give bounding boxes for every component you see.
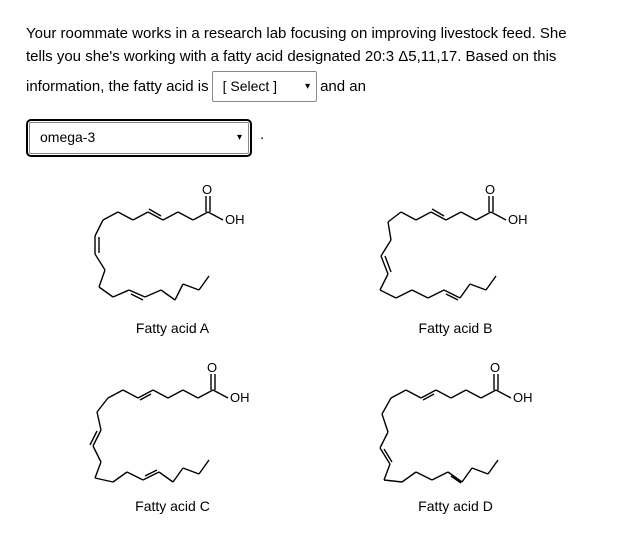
question-line2-prefix: information, the fatty acid is	[26, 75, 209, 98]
figure-d-label: Fatty acid D	[319, 496, 592, 518]
hydroxyl-label: OH	[225, 212, 245, 227]
figure-a: O OH Fatty acid A	[36, 182, 309, 340]
oxygen-label: O	[490, 360, 500, 375]
fatty-acid-a-structure: O OH	[83, 182, 263, 312]
select-2[interactable]: omega-3 ▾	[29, 122, 249, 154]
oxygen-label: O	[485, 182, 495, 197]
question-block: Your roommate works in a research lab fo…	[26, 22, 592, 154]
figure-b-label: Fatty acid B	[319, 318, 592, 340]
chevron-down-icon: ▾	[305, 79, 310, 95]
figure-a-label: Fatty acid A	[36, 318, 309, 340]
question-period: .	[260, 123, 264, 146]
select-1-value: [ Select ]	[223, 76, 277, 98]
oxygen-label: O	[202, 182, 212, 197]
hydroxyl-label: OH	[230, 390, 250, 405]
fatty-acid-c-structure: O OH	[83, 360, 263, 490]
figure-c: O OH Fatty acid C	[36, 360, 309, 518]
oxygen-label: O	[207, 360, 217, 375]
select-1[interactable]: [ Select ] ▾	[212, 71, 318, 103]
hydroxyl-label: OH	[513, 390, 533, 405]
figure-b: O OH Fatty acid B	[319, 182, 592, 340]
fatty-acid-d-structure: O OH	[366, 360, 546, 490]
question-line2-suffix: and an	[320, 75, 366, 98]
question-line1: Your roommate works in a research lab fo…	[26, 25, 567, 65]
select-2-value: omega-3	[40, 127, 95, 149]
figures-grid: O OH Fatty acid A	[26, 182, 592, 517]
chevron-down-icon: ▾	[237, 130, 242, 146]
hydroxyl-label: OH	[508, 212, 528, 227]
figure-c-label: Fatty acid C	[36, 496, 309, 518]
figure-d: O OH Fatty acid D	[319, 360, 592, 518]
fatty-acid-b-structure: O OH	[366, 182, 546, 312]
